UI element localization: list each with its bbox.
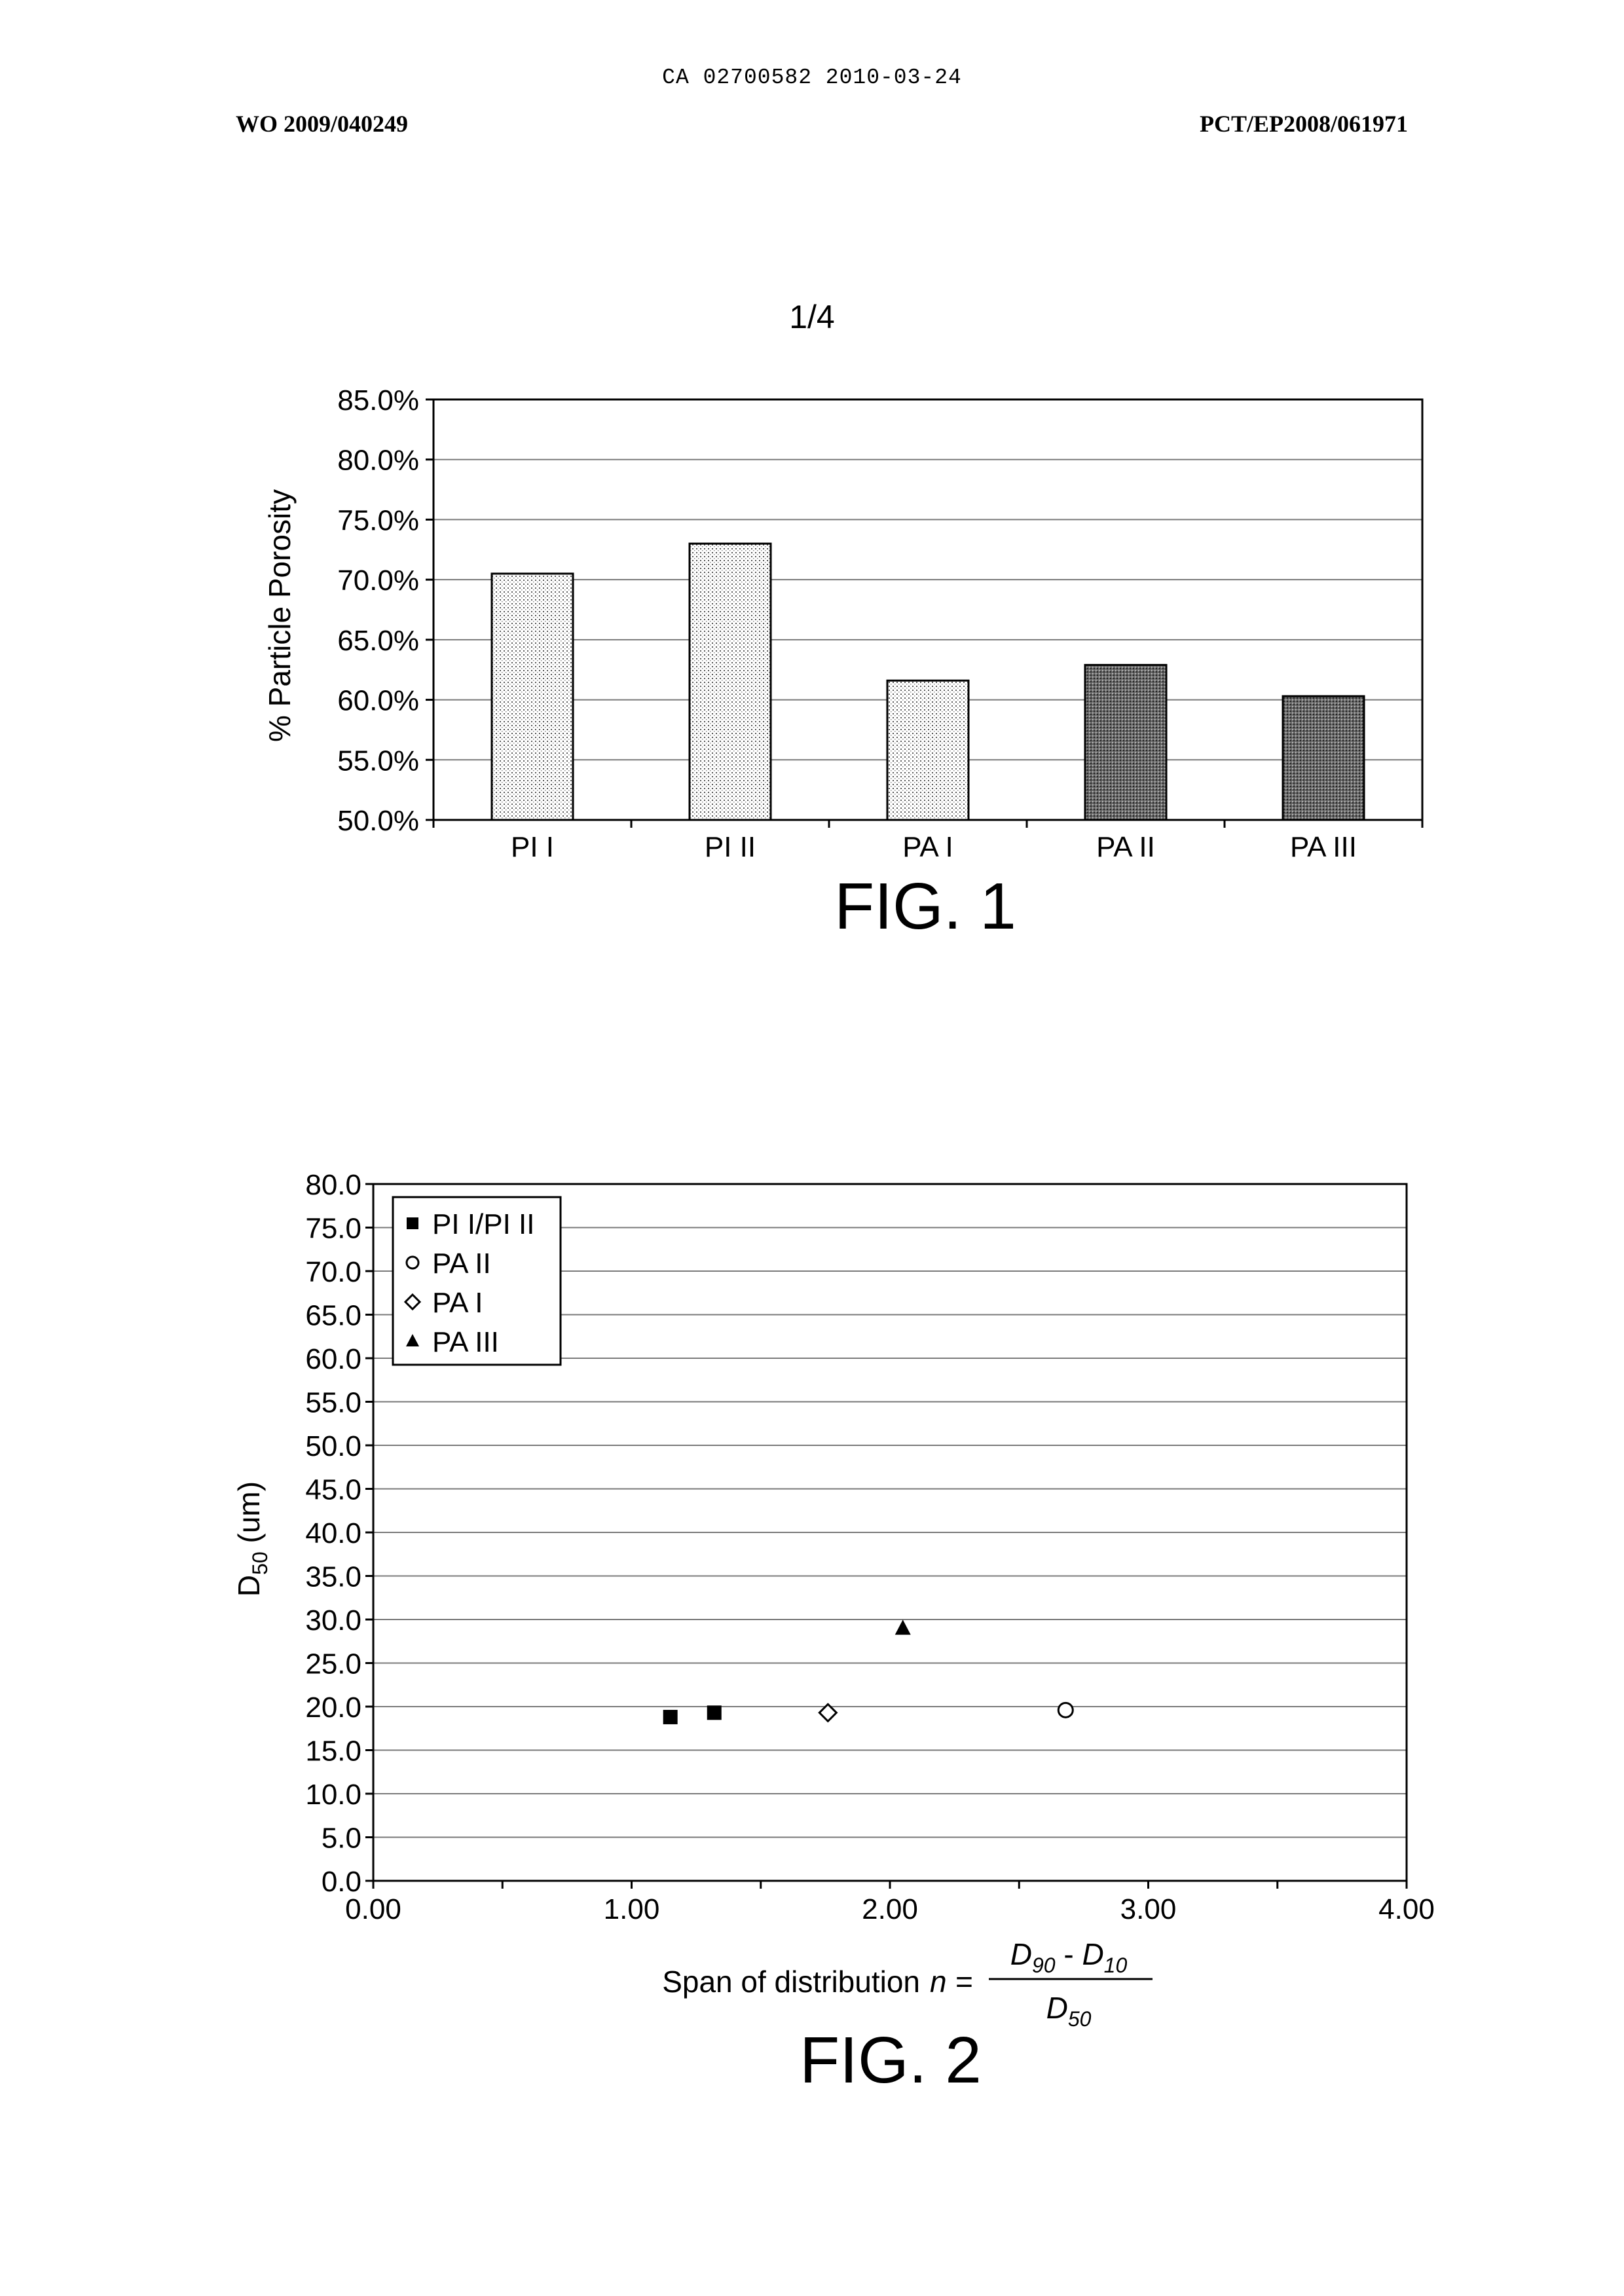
fig1-y-tick-label: 70.0% [337, 565, 419, 597]
fig2-ylabel-unit: (um) [232, 1481, 266, 1544]
fig2-y-tick-label: 70.0 [305, 1256, 361, 1288]
fig1-y-tick-label: 55.0% [337, 745, 419, 777]
fig2-x-tick-label: 2.00 [862, 1893, 918, 1925]
fig2-point-pa-ii [1058, 1703, 1073, 1717]
fig1-bar-pi-ii [690, 544, 771, 820]
fig1-x-tick-label: PI I [511, 831, 554, 863]
fig2-data-points [663, 1620, 1073, 1724]
ca-document-line: CA 02700582 2010-03-24 [0, 65, 1624, 90]
fig2-xlabel-n: n = [930, 1965, 972, 1999]
fig1-y-tick-label: 85.0% [337, 384, 419, 417]
pct-number: PCT/EP2008/061971 [1200, 110, 1408, 138]
fig2-legend-marker [407, 1257, 418, 1268]
fig2-point-pi-i-pi-ii [663, 1710, 678, 1724]
fig2-x-tick-label: 0.00 [345, 1893, 401, 1925]
fig1-y-tick-label: 80.0% [337, 445, 419, 477]
fig2-y-tick-label: 50.0 [305, 1430, 361, 1462]
fig1-bar-pa-iii [1283, 696, 1364, 820]
fig2-legend-label: PI I/PI II [432, 1208, 535, 1240]
fig2-y-tick-label: 20.0 [305, 1692, 361, 1724]
fig2-y-tick-label: 65.0 [305, 1300, 361, 1332]
fig2-y-tick-label: 5.0 [322, 1823, 361, 1855]
fig2-x-axis-label: Span of distribution n = D90 - D10 D50 [662, 1937, 1153, 2031]
fig1-y-tick-label: 50.0% [337, 805, 419, 837]
fig2-y-tick-label: 35.0 [305, 1561, 361, 1593]
fig2-x-tick-label: 3.00 [1120, 1893, 1177, 1925]
fig2-y-tick-label: 15.0 [305, 1735, 361, 1768]
fig2-y-tick-label: 60.0 [305, 1343, 361, 1375]
fig1-bars [492, 544, 1364, 820]
fig2-point-pi-i-pi-ii [707, 1705, 722, 1720]
fig1-bar-pa-ii [1085, 665, 1166, 820]
fig2-xlabel-denominator: D50 [1046, 1991, 1092, 2031]
fig2-legend-label: PA I [432, 1287, 483, 1319]
fig2-ylabel-sub: 50 [248, 1551, 272, 1575]
fig1-x-tick-label: PA I [902, 831, 953, 863]
fig2-y-tick-label: 10.0 [305, 1779, 361, 1811]
fig2-y-tick-label: 45.0 [305, 1474, 361, 1506]
fig2-legend-label: PA III [432, 1326, 499, 1358]
fig1-x-tick-label: PA III [1290, 831, 1357, 863]
fig1-y-tick-label: 75.0% [337, 504, 419, 536]
fig1-caption: FIG. 1 [834, 870, 1016, 943]
fig2-y-tick-label: 55.0 [305, 1387, 361, 1419]
fig1-bar-pi-i [492, 574, 573, 820]
figure-1-bar-chart: 50.0% 55.0% 60.0% 65.0% 70.0% 75.0% 80.0% 85.0%… [0, 367, 1624, 956]
page-number: 1/4 [0, 298, 1624, 336]
wo-number: WO 2009/040249 [236, 110, 408, 138]
fig2-y-axis-label: D50 (um) [232, 1481, 272, 1597]
figure-2-scatter-chart: 0.05.010.015.020.025.030.035.040.045.050… [0, 1166, 1624, 2135]
fig2-xlabel-numerator: D90 - D10 [1010, 1937, 1128, 1977]
fig2-caption: FIG. 2 [800, 2024, 982, 2097]
fig2-y-tick-labels: 0.05.010.015.020.025.030.035.040.045.050… [305, 1169, 361, 1898]
fig1-x-tick-label: PA II [1096, 831, 1155, 863]
fig1-y-tick-label: 65.0% [337, 625, 419, 657]
fig2-y-tick-label: 30.0 [305, 1604, 361, 1637]
fig2-xlabel-span: Span of distribution [662, 1965, 920, 1999]
fig2-y-tick-label: 75.0 [305, 1213, 361, 1245]
fig2-legend: PI I/PI II PA II PA I PA III [393, 1197, 561, 1365]
fig2-x-tick-labels: 0.00 1.00 2.00 3.00 4.00 [345, 1893, 1435, 1925]
fig1-x-tick-labels: PI I PI II PA I PA II PA III [511, 831, 1357, 863]
fig2-y-tick-label: 25.0 [305, 1648, 361, 1680]
fig1-bar-pa-i [887, 680, 969, 820]
fig2-point-pa-iii [895, 1620, 911, 1635]
fig1-y-tick-label: 60.0% [337, 685, 419, 717]
fig2-legend-marker [407, 1217, 418, 1229]
fig2-y-tick-label: 80.0 [305, 1169, 361, 1201]
fig2-x-tick-label: 4.00 [1378, 1893, 1435, 1925]
fig1-y-tick-labels: 50.0% 55.0% 60.0% 65.0% 70.0% 75.0% 80.0% 85.0% [337, 384, 419, 837]
fig2-x-tick-label: 1.00 [604, 1893, 660, 1925]
fig1-y-axis-label: % Particle Porosity [263, 489, 297, 742]
fig2-ylabel-d: D [232, 1575, 266, 1597]
fig2-legend-label: PA II [432, 1248, 491, 1280]
fig2-y-tick-label: 40.0 [305, 1517, 361, 1549]
fig1-x-tick-label: PI II [705, 831, 756, 863]
